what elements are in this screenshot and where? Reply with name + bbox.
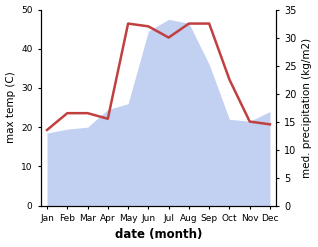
Y-axis label: med. precipitation (kg/m2): med. precipitation (kg/m2) — [302, 38, 313, 178]
X-axis label: date (month): date (month) — [115, 228, 202, 242]
Y-axis label: max temp (C): max temp (C) — [5, 72, 16, 144]
